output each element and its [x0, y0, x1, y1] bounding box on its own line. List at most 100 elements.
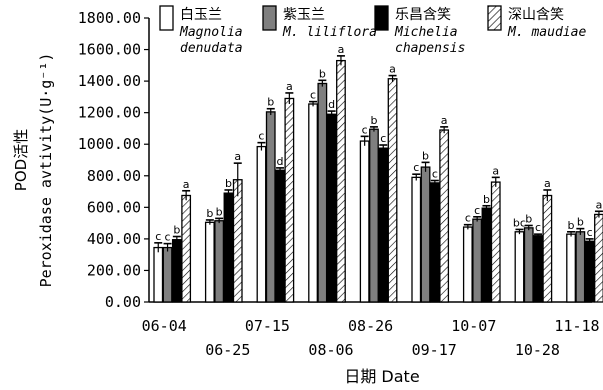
significance-letter: c	[380, 132, 386, 145]
x-tick-label: 09-17	[412, 341, 457, 359]
y-tick-label: 1600.00	[78, 41, 141, 59]
significance-letter: a	[234, 150, 241, 163]
significance-letter: b	[206, 207, 213, 220]
bar	[542, 194, 553, 303]
y-tick-label: 400.00	[87, 230, 141, 248]
y-axis-label-cn: POD活性	[12, 129, 30, 191]
significance-letter: a	[183, 178, 190, 191]
bar	[594, 213, 603, 303]
y-axis-label-en: Peroxidase avtivity(U·g⁻¹)	[37, 53, 55, 288]
y-tick-label: 600.00	[87, 198, 141, 216]
bar	[171, 239, 182, 303]
bar	[420, 166, 431, 303]
legend-name-cn: 深山含笑	[508, 7, 564, 23]
bar	[214, 220, 225, 303]
x-tick-label: 10-28	[515, 341, 560, 359]
significance-letter: c	[413, 161, 419, 174]
y-tick-label: 1000.00	[78, 135, 141, 153]
y-tick-label: 1800.00	[78, 9, 141, 27]
significance-letter: c	[362, 123, 368, 136]
bar	[232, 179, 243, 303]
significance-letter: b	[370, 114, 377, 127]
bar	[439, 129, 450, 303]
bar	[317, 82, 328, 303]
legend-name-latin: Magnolia	[179, 25, 243, 40]
x-tick-label: 08-26	[348, 317, 393, 335]
significance-letter: b	[525, 212, 532, 225]
significance-letter: b	[483, 193, 490, 206]
bar	[326, 113, 337, 303]
legend-swatch	[374, 5, 389, 31]
bar	[462, 226, 473, 303]
bar	[575, 231, 586, 303]
legend-name-latin: denudata	[180, 41, 243, 56]
bar	[308, 103, 318, 303]
significance-letter: b	[577, 216, 584, 229]
significance-letter: a	[338, 43, 345, 56]
bar	[162, 246, 173, 303]
bar	[481, 207, 492, 303]
bar	[523, 227, 534, 303]
bar	[514, 231, 525, 303]
legend-name-cn: 白玉兰	[180, 7, 222, 23]
x-tick-label: 06-04	[142, 317, 187, 335]
significance-letter: a	[441, 114, 448, 127]
legend-name-latin: M. maudiae	[507, 25, 586, 40]
bar	[256, 145, 267, 303]
bar	[359, 140, 370, 303]
significance-letter: c	[587, 226, 593, 239]
legend-swatch	[262, 5, 277, 31]
legend-name-cn: 乐昌含笑	[395, 7, 451, 23]
bar	[387, 78, 398, 303]
bar	[566, 233, 576, 303]
y-tick-label: 0.00	[105, 293, 141, 311]
significance-letter: b	[225, 177, 232, 190]
y-tick-label: 1200.00	[78, 104, 141, 122]
significance-letter: b	[422, 149, 429, 162]
significance-letter: b	[319, 67, 326, 80]
significance-letter: a	[596, 198, 603, 211]
bar	[265, 111, 276, 303]
legend-swatch	[159, 5, 174, 31]
significance-letter: c	[155, 230, 161, 243]
bar	[369, 128, 379, 303]
x-axis-label: 日期 Date	[344, 367, 419, 386]
significance-letter: a	[492, 164, 499, 177]
significance-letter: c	[535, 221, 541, 234]
significance-letter: c	[432, 168, 438, 181]
legend-name-cn: 紫玉兰	[283, 7, 325, 23]
legend-name-latin: M. liliflora	[282, 25, 377, 40]
significance-letter: b	[216, 205, 223, 218]
bar	[204, 221, 215, 303]
significance-letter: a	[286, 80, 293, 93]
bar	[153, 246, 164, 303]
bar	[429, 182, 440, 303]
significance-letter: a	[544, 177, 551, 190]
significance-letter: a	[389, 63, 396, 76]
bar	[378, 147, 389, 303]
bar	[472, 218, 483, 303]
y-tick-label: 800.00	[87, 167, 141, 185]
bar	[181, 194, 192, 303]
legend-swatch	[487, 5, 502, 31]
significance-letter: d	[328, 98, 335, 111]
significance-letter: c	[465, 212, 471, 225]
significance-letter: c	[165, 231, 171, 244]
bar	[584, 240, 595, 303]
bar	[490, 181, 501, 303]
significance-letter: b	[568, 219, 575, 232]
x-tick-label: 11-18	[554, 317, 599, 335]
legend-name-latin: Michelia	[394, 25, 458, 40]
x-tick-label: 08-06	[308, 341, 353, 359]
bar	[223, 192, 234, 303]
significance-letter: b	[267, 96, 274, 109]
bar	[411, 176, 422, 303]
x-tick-label: 06-25	[205, 341, 250, 359]
significance-letter: c	[310, 89, 316, 102]
bars-layer	[153, 55, 603, 303]
bar	[275, 169, 285, 303]
significance-letter: bc	[513, 216, 526, 229]
significance-letter: d	[277, 155, 284, 168]
